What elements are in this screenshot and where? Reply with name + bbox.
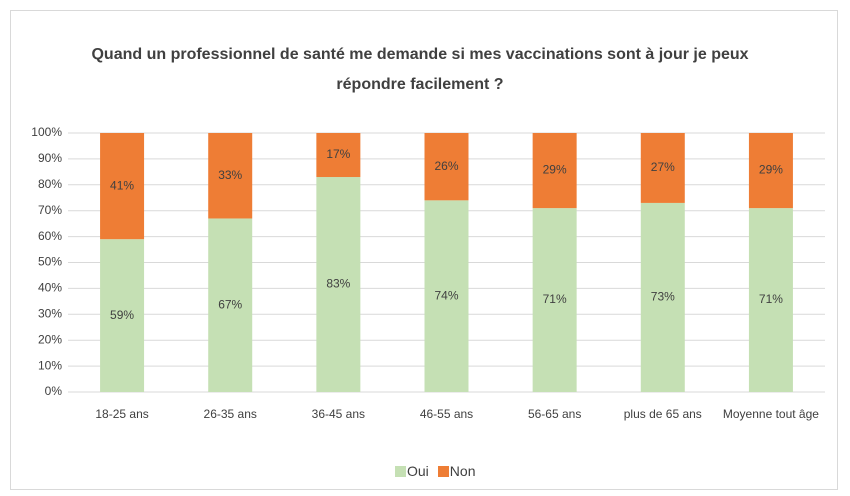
y-tick-label: 100% xyxy=(31,125,62,139)
legend-label: Non xyxy=(449,463,476,479)
bar-segment xyxy=(748,208,793,392)
data-label: 33% xyxy=(218,168,242,182)
legend-swatch xyxy=(395,466,406,477)
y-tick-label: 90% xyxy=(38,151,62,165)
bar-segment xyxy=(208,133,253,219)
data-label: 74% xyxy=(434,288,458,302)
legend-swatch xyxy=(437,466,449,477)
data-label: 27% xyxy=(651,160,675,174)
data-label: 71% xyxy=(543,292,567,306)
x-tick-label: 36-45 ans xyxy=(311,407,366,421)
y-tick-label: 60% xyxy=(38,229,62,243)
data-label: 17% xyxy=(326,147,350,161)
bar-segment xyxy=(100,133,145,240)
bar-segment xyxy=(640,202,685,392)
y-tick-label: 20% xyxy=(38,332,62,346)
y-tick-label: 40% xyxy=(38,281,62,295)
bar-segment xyxy=(316,177,361,392)
bar-segment xyxy=(316,133,361,178)
bar-segment xyxy=(640,133,685,203)
bar-segment xyxy=(424,133,469,201)
x-tick-label: 46-55 ans xyxy=(419,407,474,421)
data-label: 29% xyxy=(759,163,783,177)
data-label: 29% xyxy=(543,163,567,177)
data-label: 83% xyxy=(326,277,350,291)
bar-segment xyxy=(208,218,253,392)
bar-segment xyxy=(532,208,577,392)
y-tick-label: 0% xyxy=(45,384,63,398)
legend-label: Oui xyxy=(407,463,429,479)
y-tick-label: 70% xyxy=(38,203,62,217)
x-tick-label: plus de 65 ans xyxy=(623,407,702,421)
data-label: 59% xyxy=(110,308,134,322)
bar-segment xyxy=(424,200,469,392)
x-tick-label: 18-25 ans xyxy=(95,407,149,421)
data-label: 67% xyxy=(218,297,242,311)
y-tick-label: 80% xyxy=(38,177,62,191)
data-label: 41% xyxy=(110,178,134,192)
y-tick-label: 10% xyxy=(38,358,62,372)
chart-title: Quand un professionnel de santé me deman… xyxy=(91,46,749,93)
chart-border xyxy=(10,10,838,490)
bar-segment xyxy=(748,133,793,209)
x-tick-label: 56-65 ans xyxy=(527,407,582,421)
bar-segment xyxy=(532,133,577,209)
y-tick-label: 50% xyxy=(38,255,62,269)
data-label: 73% xyxy=(651,290,675,304)
data-label: 26% xyxy=(434,159,458,173)
x-tick-label: 26-35 ans xyxy=(203,407,257,421)
data-label: 71% xyxy=(759,292,783,306)
y-tick-label: 30% xyxy=(38,306,62,320)
x-tick-label: Moyenne tout âge xyxy=(722,407,819,421)
bar-segment xyxy=(100,239,145,392)
